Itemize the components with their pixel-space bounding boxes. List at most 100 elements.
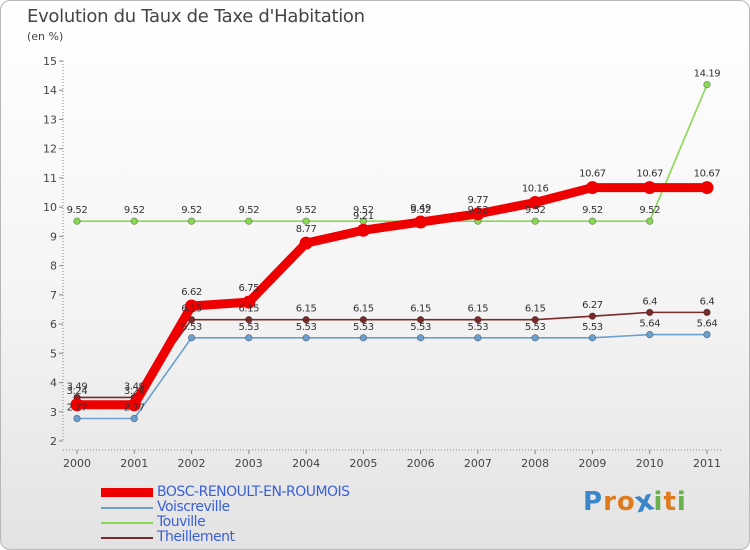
- data-label-voiscreville: 5.53: [296, 322, 317, 333]
- data-label-voiscreville: 5.53: [410, 322, 431, 333]
- x-tick-label: 2007: [464, 457, 492, 470]
- y-tick-label: 6: [50, 318, 57, 331]
- legend-swatch-voiscreville: [101, 507, 153, 509]
- x-tick-label: 2000: [63, 457, 91, 470]
- point-theillement: [531, 315, 539, 324]
- data-label-touville: 9.52: [582, 205, 603, 216]
- data-labels: 9.52 9.52 9.52 9.52 9.52 9.52 9.52 9.52 9.52 9.52…: [67, 69, 721, 414]
- data-label-theillement: 6.15: [468, 304, 489, 315]
- point-touville: [73, 217, 81, 225]
- data-label-voiscreville: 5.53: [582, 322, 603, 333]
- x-tick-label: 2003: [235, 457, 263, 470]
- point-voiscreville: [302, 334, 310, 342]
- y-tick-label: 2: [50, 435, 57, 448]
- legend-label-voiscreville: Voiscreville: [157, 499, 230, 515]
- point-touville: [130, 217, 138, 225]
- legend-swatch-touville: [101, 522, 153, 524]
- point-voiscreville: [588, 334, 597, 342]
- point-bosc: [528, 195, 542, 209]
- point-bosc: [356, 223, 370, 237]
- x-tick-label: 2002: [178, 457, 206, 470]
- data-label-bosc: 3.24: [67, 386, 88, 397]
- point-theillement: [416, 315, 425, 324]
- point-bosc: [127, 398, 141, 412]
- data-label-theillement: 6.15: [296, 304, 317, 315]
- series-line-bosc: [72, 183, 712, 410]
- x-tick-label: 2011: [693, 457, 721, 470]
- data-label-touville: 9.52: [296, 205, 317, 216]
- x-tick-label: 2001: [120, 457, 148, 470]
- y-tick-label: 15: [43, 55, 57, 68]
- brand-letter: i: [676, 487, 687, 517]
- brand-letter: P: [583, 487, 604, 517]
- x-tick-label: 2009: [578, 457, 606, 470]
- data-label-bosc: 10.67: [636, 169, 663, 180]
- point-voiscreville: [245, 334, 253, 342]
- data-label-theillement: 6.15: [181, 304, 202, 315]
- data-label-theillement: 3.49: [124, 381, 145, 392]
- point-touville: [646, 217, 654, 225]
- data-label-theillement: 6.15: [410, 304, 431, 315]
- series-line-theillement: [76, 311, 708, 399]
- point-bosc: [242, 295, 256, 309]
- brand-logo: Proxiti: [583, 484, 687, 520]
- brand-letter: t: [663, 487, 677, 517]
- point-theillement: [646, 308, 654, 317]
- data-label-bosc: 9.49: [410, 203, 431, 214]
- point-touville: [588, 217, 597, 225]
- data-label-touville: 9.52: [181, 205, 202, 216]
- series-layer: [70, 80, 714, 423]
- point-bosc: [70, 398, 84, 412]
- x-tick-label: 2010: [636, 457, 664, 470]
- point-bosc: [471, 207, 485, 221]
- point-bosc: [414, 215, 428, 229]
- brand-letter: r: [603, 487, 617, 517]
- data-label-bosc: 6.75: [238, 283, 259, 294]
- point-bosc: [185, 299, 199, 313]
- data-label-touville: 9.52: [639, 205, 660, 216]
- data-label-voiscreville: 5.53: [468, 322, 489, 333]
- point-voiscreville: [703, 330, 711, 339]
- legend-swatch-bosc: [101, 488, 153, 497]
- series-line-touville: [76, 83, 708, 222]
- y-tick-label: 10: [43, 201, 57, 214]
- point-touville: [245, 217, 253, 225]
- data-label-bosc: 3.24: [124, 386, 145, 397]
- data-label-theillement: 6.15: [525, 304, 546, 315]
- point-touville: [531, 217, 539, 225]
- y-tick-label: 9: [50, 230, 57, 243]
- point-voiscreville: [416, 334, 425, 342]
- y-tick-label: 12: [43, 143, 57, 156]
- data-label-touville: 9.52: [67, 205, 88, 216]
- point-theillement: [474, 315, 482, 324]
- data-label-theillement: 3.49: [67, 381, 88, 392]
- legend-label-theillement: Theillement: [157, 529, 235, 545]
- point-touville: [187, 217, 196, 225]
- data-label-bosc: 8.77: [296, 224, 317, 235]
- point-bosc: [585, 181, 599, 195]
- point-theillement: [588, 312, 597, 320]
- y-tick-label: 13: [43, 113, 57, 126]
- chart-title: Evolution du Taux de Taxe d'Habitation: [27, 6, 365, 27]
- point-voiscreville: [130, 414, 138, 423]
- data-label-touville: 9.52: [238, 205, 259, 216]
- data-label-theillement: 6.15: [238, 304, 259, 315]
- data-label-theillement: 6.15: [353, 304, 374, 315]
- data-label-voiscreville: 2.77: [124, 402, 145, 413]
- data-label-touville: 9.52: [468, 205, 489, 216]
- data-label-voiscreville: 2.77: [67, 402, 88, 413]
- x-tick-label: 2005: [349, 457, 377, 470]
- data-label-touville: 14.19: [694, 69, 721, 80]
- data-label-theillement: 6.4: [642, 296, 657, 307]
- point-voiscreville: [359, 334, 368, 342]
- chart-subtitle: (en %): [27, 30, 64, 43]
- data-label-bosc: 10.67: [694, 169, 721, 180]
- data-label-touville: 9.52: [353, 205, 374, 216]
- point-theillement: [703, 308, 711, 317]
- x-tick-label: 2008: [521, 457, 549, 470]
- y-tick-label: 8: [50, 260, 57, 273]
- legend-swatch-theillement: [101, 537, 153, 539]
- point-touville: [703, 80, 711, 89]
- data-label-theillement: 6.27: [582, 300, 603, 311]
